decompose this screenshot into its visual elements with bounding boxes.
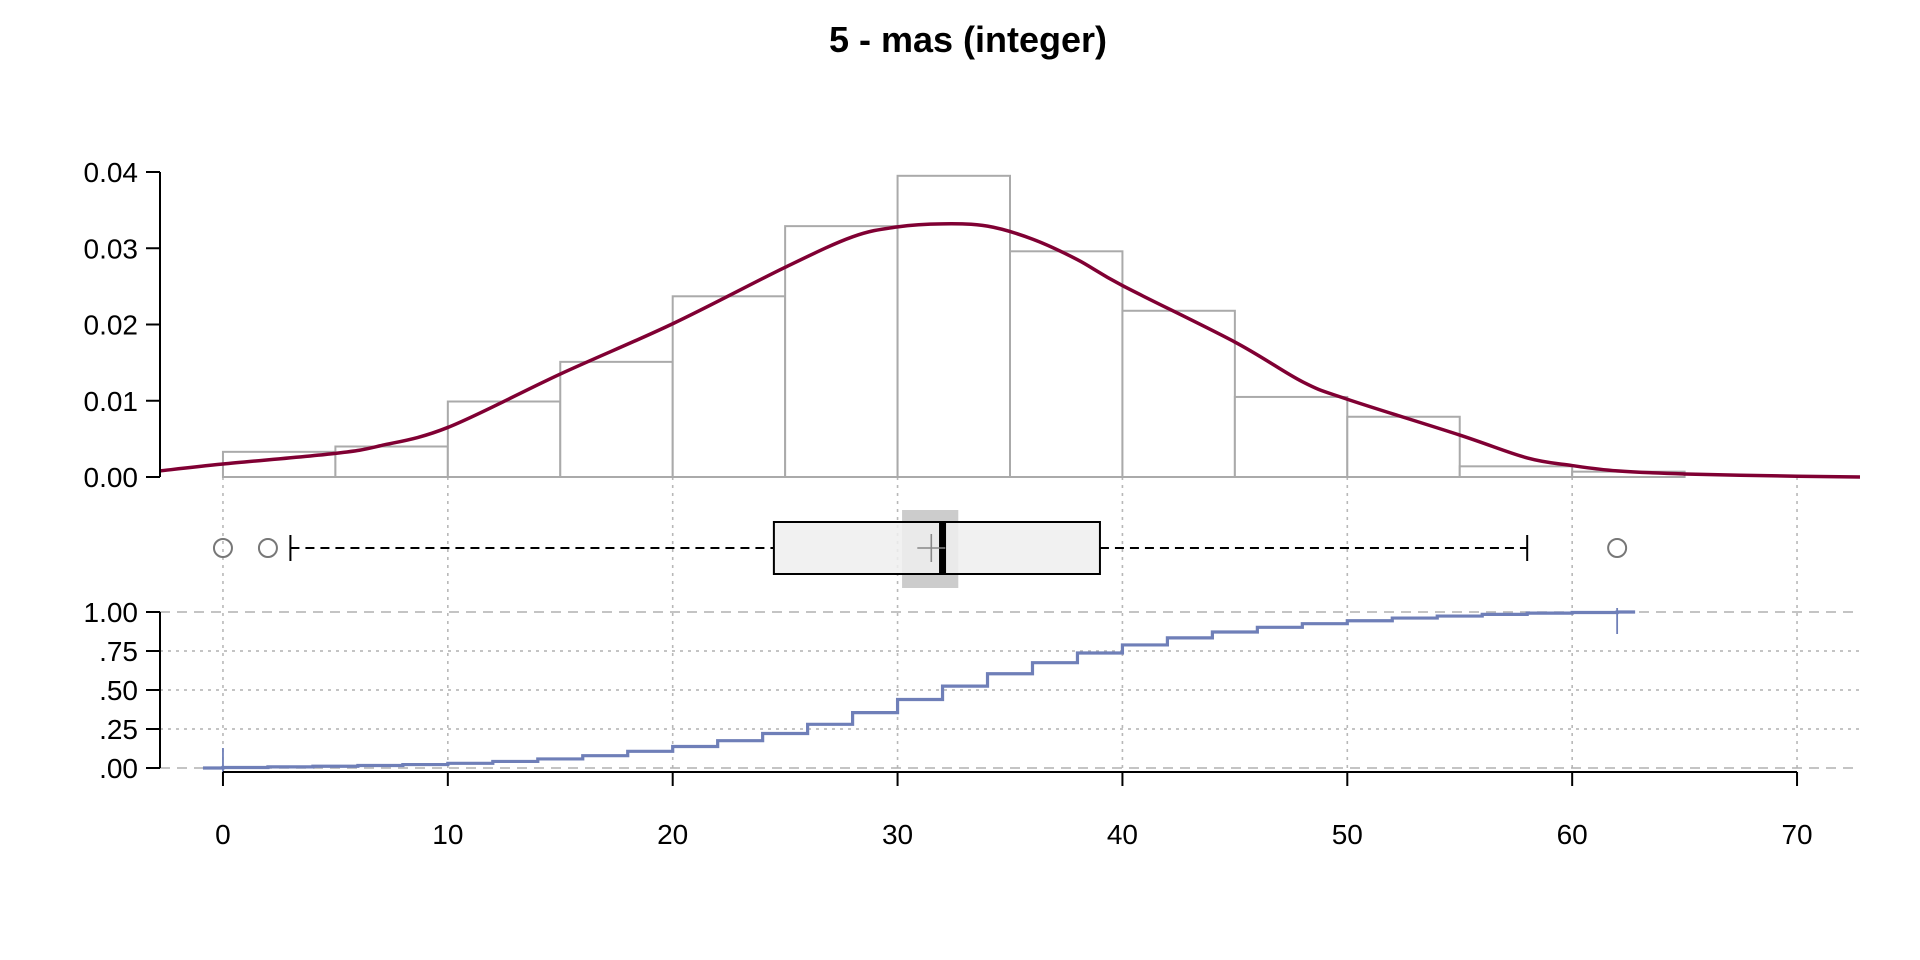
histogram-bar [1233, 395, 1349, 478]
x-tick-label: 30 [882, 819, 913, 850]
ecdf-y-tick-label: .75 [99, 636, 138, 667]
histogram-y-tick-label: 0.02 [84, 310, 139, 341]
x-tick-label: 20 [657, 819, 688, 850]
outlier-point [257, 538, 278, 558]
histogram-y-tick-label: 0.04 [84, 157, 139, 188]
histogram-bar [1121, 309, 1236, 478]
ecdf-step-line [202, 610, 1636, 770]
histogram-bar [1009, 250, 1124, 478]
boxplot [212, 510, 1628, 588]
axes: 0.00 0.01 0.02 0.03 0.04 .00 .25 .50 .75 1.00 0 10 2… [84, 157, 1813, 850]
ecdf-y-tick-label: 1.00 [84, 597, 139, 628]
x-tick-label: 70 [1781, 819, 1812, 850]
histogram-bar [896, 174, 1012, 478]
outlier-point [1607, 538, 1628, 558]
x-tick-label: 10 [432, 819, 463, 850]
density-curve-layer [159, 222, 1861, 479]
histogram-bar [1458, 465, 1574, 479]
histogram-bar [784, 225, 899, 478]
histogram [221, 174, 1686, 479]
histogram-bar [559, 360, 674, 478]
x-tick-label: 50 [1332, 819, 1363, 850]
x-tick-label: 0 [215, 819, 231, 850]
outlier-point [212, 538, 233, 558]
x-gridlines [160, 477, 1860, 769]
histogram-bar [446, 400, 562, 479]
histogram-bar [1346, 415, 1461, 479]
histogram-y-tick-label: 0.00 [84, 462, 139, 493]
histogram-y-tick-label: 0.03 [84, 233, 139, 264]
ecdf-y-tick-label: .25 [99, 714, 138, 745]
chart-title: 5 - mas (integer) [829, 19, 1107, 60]
ecdf-y-tick-label: .50 [99, 675, 138, 706]
x-tick-label: 40 [1107, 819, 1138, 850]
histogram-bar [671, 295, 787, 478]
ecdf-plot [202, 608, 1636, 772]
x-tick-label: 60 [1557, 819, 1588, 850]
ecdf-y-tick-label: .00 [99, 753, 138, 784]
density-curve [159, 222, 1861, 479]
histogram-y-tick-label: 0.01 [84, 386, 139, 417]
